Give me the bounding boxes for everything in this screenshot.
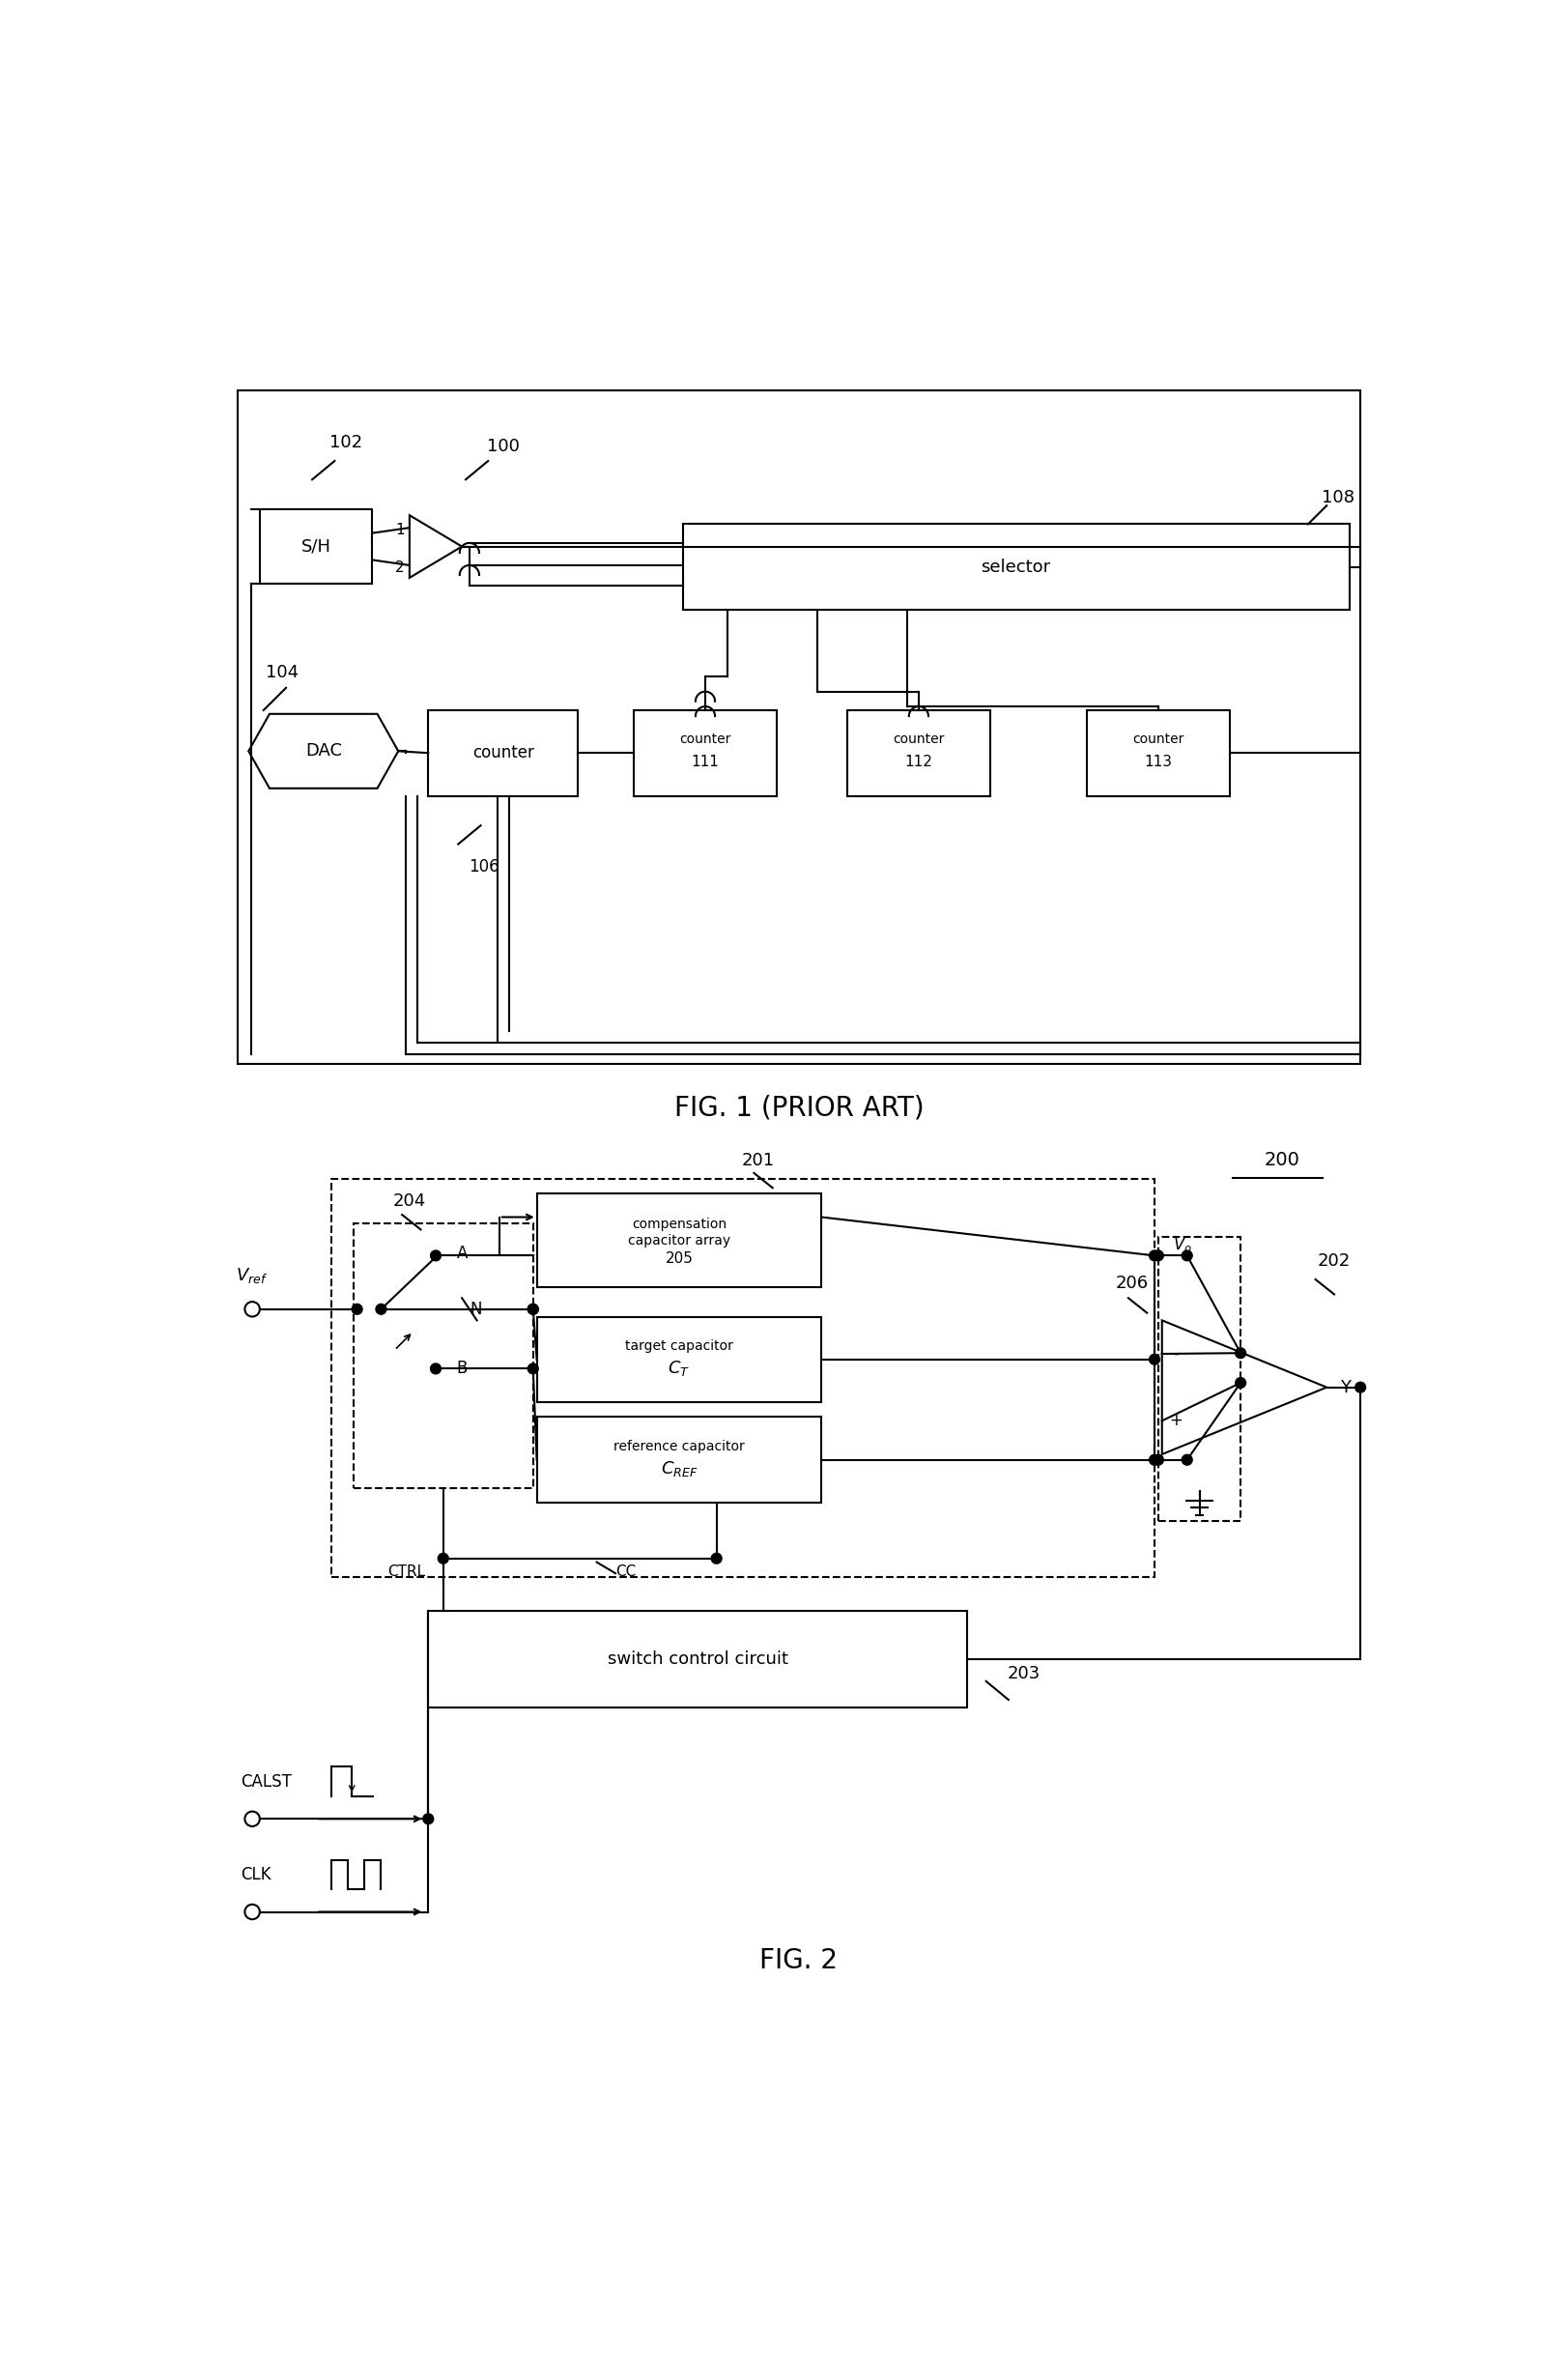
Text: reference capacitor: reference capacitor bbox=[613, 1440, 745, 1454]
Text: $C_T$: $C_T$ bbox=[668, 1358, 690, 1379]
Text: Y: Y bbox=[1339, 1379, 1350, 1395]
Text: 201: 201 bbox=[740, 1151, 773, 1169]
Text: counter: counter bbox=[472, 744, 533, 762]
Circle shape bbox=[1148, 1355, 1159, 1365]
Text: $C_{REF}$: $C_{REF}$ bbox=[660, 1459, 698, 1478]
Text: CLK: CLK bbox=[241, 1866, 271, 1882]
Text: 111: 111 bbox=[691, 755, 718, 769]
Bar bbox=[260, 508, 372, 584]
Circle shape bbox=[527, 1304, 538, 1315]
Text: 100: 100 bbox=[486, 438, 519, 454]
Text: $V_{ref}$: $V_{ref}$ bbox=[237, 1266, 268, 1285]
Text: FIG. 1 (PRIOR ART): FIG. 1 (PRIOR ART) bbox=[674, 1094, 924, 1122]
Text: 102: 102 bbox=[329, 433, 362, 452]
Bar bbox=[536, 1417, 820, 1504]
Bar bbox=[1087, 711, 1229, 795]
Text: counter: counter bbox=[679, 732, 731, 746]
Text: switch control circuit: switch control circuit bbox=[607, 1649, 787, 1668]
Text: compensation: compensation bbox=[632, 1217, 726, 1231]
Bar bbox=[428, 711, 577, 795]
Text: 104: 104 bbox=[265, 664, 298, 682]
Text: +: + bbox=[1168, 1412, 1181, 1431]
Text: 2: 2 bbox=[395, 560, 405, 574]
Text: 1: 1 bbox=[395, 522, 405, 536]
Text: 203: 203 bbox=[1007, 1666, 1040, 1682]
Circle shape bbox=[423, 1814, 433, 1824]
Text: FIG. 2: FIG. 2 bbox=[759, 1946, 837, 1974]
Circle shape bbox=[1148, 1249, 1159, 1261]
Text: 204: 204 bbox=[392, 1193, 426, 1209]
Circle shape bbox=[1181, 1454, 1192, 1466]
Text: N: N bbox=[469, 1301, 481, 1318]
Text: capacitor array: capacitor array bbox=[627, 1233, 729, 1247]
Text: 200: 200 bbox=[1264, 1151, 1298, 1169]
Text: 108: 108 bbox=[1320, 489, 1353, 506]
Circle shape bbox=[527, 1362, 538, 1374]
Text: $V_o$: $V_o$ bbox=[1173, 1235, 1192, 1254]
Circle shape bbox=[437, 1553, 448, 1565]
Circle shape bbox=[376, 1304, 386, 1315]
Circle shape bbox=[527, 1304, 538, 1315]
Text: 206: 206 bbox=[1115, 1275, 1148, 1292]
Circle shape bbox=[1148, 1454, 1159, 1466]
Text: 113: 113 bbox=[1143, 755, 1171, 769]
Text: CTRL: CTRL bbox=[387, 1565, 425, 1579]
Bar bbox=[633, 711, 776, 795]
Circle shape bbox=[1152, 1454, 1163, 1466]
Bar bbox=[1157, 1238, 1240, 1522]
Text: 106: 106 bbox=[469, 859, 499, 875]
Text: 112: 112 bbox=[905, 755, 931, 769]
Circle shape bbox=[430, 1362, 441, 1374]
Bar bbox=[682, 525, 1348, 609]
Bar bbox=[847, 711, 989, 795]
Bar bbox=[536, 1193, 820, 1287]
Bar bbox=[353, 1224, 533, 1487]
Text: counter: counter bbox=[892, 732, 944, 746]
Bar bbox=[237, 391, 1359, 1064]
Circle shape bbox=[710, 1553, 721, 1565]
Circle shape bbox=[1152, 1249, 1163, 1261]
Text: 202: 202 bbox=[1317, 1252, 1350, 1271]
Text: S/H: S/H bbox=[301, 539, 331, 555]
Text: CALST: CALST bbox=[241, 1772, 292, 1791]
Bar bbox=[536, 1318, 820, 1402]
Text: selector: selector bbox=[980, 558, 1051, 576]
Text: 205: 205 bbox=[665, 1252, 693, 1266]
Circle shape bbox=[1234, 1348, 1245, 1358]
Text: A: A bbox=[456, 1245, 467, 1261]
Bar bbox=[331, 1179, 1154, 1577]
Circle shape bbox=[1355, 1381, 1364, 1393]
Bar bbox=[428, 1609, 967, 1708]
Text: target capacitor: target capacitor bbox=[624, 1339, 732, 1353]
Circle shape bbox=[351, 1304, 362, 1315]
Text: DAC: DAC bbox=[304, 744, 342, 760]
Text: -: - bbox=[1171, 1346, 1178, 1362]
Circle shape bbox=[430, 1249, 441, 1261]
Text: B: B bbox=[456, 1360, 467, 1377]
Text: counter: counter bbox=[1132, 732, 1184, 746]
Circle shape bbox=[1181, 1249, 1192, 1261]
Text: CC: CC bbox=[615, 1565, 635, 1579]
Circle shape bbox=[1234, 1377, 1245, 1388]
